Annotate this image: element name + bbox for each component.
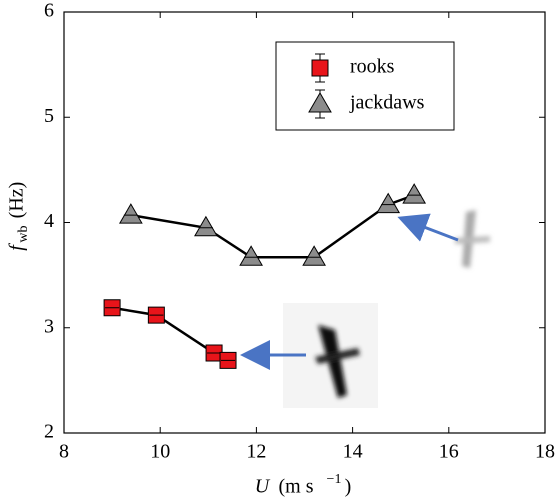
x-label-close: ) bbox=[345, 476, 352, 498]
marker bbox=[239, 245, 263, 266]
x-tick-label: 14 bbox=[343, 441, 363, 463]
y-label-subscript: wb bbox=[16, 225, 31, 242]
series-line bbox=[130, 193, 415, 259]
legend-marker bbox=[311, 59, 329, 77]
y-label-unit: (Hz) bbox=[6, 182, 28, 219]
rook-silhouette bbox=[315, 325, 360, 398]
marker bbox=[402, 183, 427, 204]
legend-label: rooks bbox=[350, 56, 395, 78]
x-tick-label: 8 bbox=[59, 441, 69, 463]
x-tick-label: 12 bbox=[246, 441, 266, 463]
x-label-unit: (m s bbox=[279, 476, 314, 498]
x-label-symbol: U bbox=[255, 476, 271, 498]
marker bbox=[194, 215, 218, 237]
legend-marker bbox=[308, 92, 332, 113]
legend-label: jackdaws bbox=[349, 92, 425, 114]
y-label-symbol: f bbox=[6, 243, 28, 251]
x-tick-label: 16 bbox=[439, 441, 459, 463]
marker bbox=[118, 203, 143, 224]
x-tick-label: 10 bbox=[150, 441, 170, 463]
marker bbox=[302, 245, 326, 266]
y-axis-label: f wb (Hz) bbox=[6, 182, 32, 251]
y-tick-label: 5 bbox=[44, 105, 54, 127]
marker bbox=[376, 192, 401, 214]
y-tick-label: 2 bbox=[44, 421, 54, 443]
x-tick-label: 18 bbox=[535, 441, 555, 463]
y-tick-label: 4 bbox=[44, 210, 54, 232]
y-tick-label: 3 bbox=[44, 315, 54, 337]
x-axis-label: U (m s −1 ) bbox=[255, 472, 352, 497]
x-label-exponent: −1 bbox=[327, 472, 342, 487]
y-tick-label: 6 bbox=[44, 0, 54, 22]
arrow bbox=[397, 213, 459, 242]
legend-box bbox=[275, 41, 455, 131]
jackdaw-silhouette bbox=[455, 210, 490, 268]
